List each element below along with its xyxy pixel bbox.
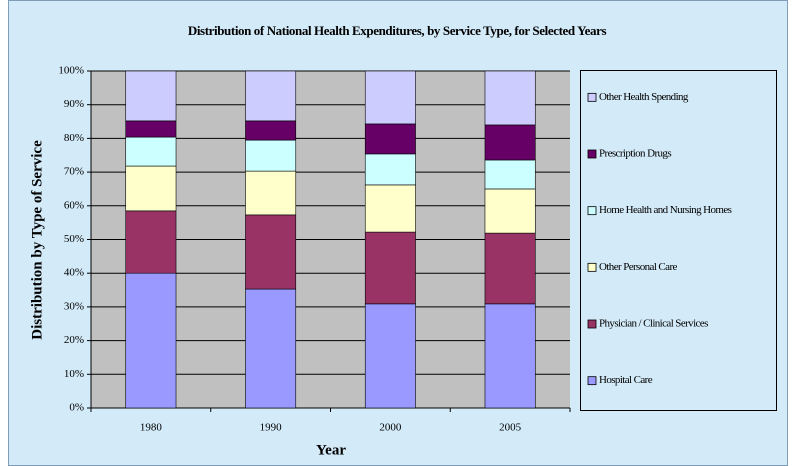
x-tick-label: 2005 <box>499 422 522 434</box>
bar-segment <box>484 188 536 234</box>
legend-label: Physician / Clinical Services <box>599 318 708 330</box>
y-axis-title: Distribution by Type of Service <box>29 140 45 340</box>
bar-segment <box>125 136 177 167</box>
x-tick-label: 1980 <box>140 422 163 434</box>
legend-label: Prescription Drugs <box>599 148 671 160</box>
bar-segment <box>125 70 177 122</box>
legend-swatch <box>587 319 597 329</box>
bar-segment <box>245 139 297 172</box>
legend-swatch <box>587 262 597 272</box>
bar-segment <box>125 210 177 274</box>
bar-segment <box>125 120 177 138</box>
legend <box>580 70 777 411</box>
bar-segment <box>364 70 416 125</box>
y-tick-label: 0% <box>69 402 84 414</box>
bar-segment <box>125 272 177 409</box>
chart-title: Distribution of National Health Expendit… <box>188 23 607 38</box>
y-tick-label: 100% <box>58 65 84 77</box>
bar-segment <box>125 165 177 212</box>
bar-segment <box>245 170 297 216</box>
y-tick-label: 20% <box>64 334 84 346</box>
legend-swatch <box>587 376 597 386</box>
legend-swatch <box>587 206 597 216</box>
bar-segment <box>364 303 416 409</box>
legend-label: Other Health Spending <box>599 91 689 103</box>
bar-segment <box>364 231 416 305</box>
x-tick-label: 1990 <box>260 422 283 434</box>
bar-segment <box>245 214 297 290</box>
y-tick-label: 80% <box>64 132 84 144</box>
bar-segment <box>364 123 416 155</box>
bar-segment <box>245 70 297 122</box>
bar-segment <box>484 303 536 409</box>
legend-label: Home Health and Nursing Homes <box>599 204 732 216</box>
y-tick-label: 90% <box>64 98 84 110</box>
legend-label: Hospital Care <box>599 374 653 386</box>
bar-segment <box>484 232 536 305</box>
bar-segment <box>484 70 536 126</box>
x-tick-label: 2000 <box>379 422 402 434</box>
bar-segment <box>245 120 297 141</box>
bar-segment <box>245 288 297 409</box>
legend-swatch <box>587 149 597 159</box>
legend-swatch <box>587 92 597 102</box>
x-axis-title: Year <box>316 442 346 458</box>
y-tick-label: 60% <box>64 199 84 211</box>
bar-segment <box>364 184 416 233</box>
y-tick-label: 70% <box>64 166 84 178</box>
bar-segment <box>364 153 416 186</box>
y-tick-label: 10% <box>64 368 84 380</box>
y-tick-label: 50% <box>64 233 84 245</box>
y-tick-label: 30% <box>64 300 84 312</box>
bar-segment <box>484 124 536 161</box>
y-tick-label: 40% <box>64 267 84 279</box>
bar-segment <box>484 159 536 190</box>
legend-label: Other Personal Care <box>599 261 678 273</box>
